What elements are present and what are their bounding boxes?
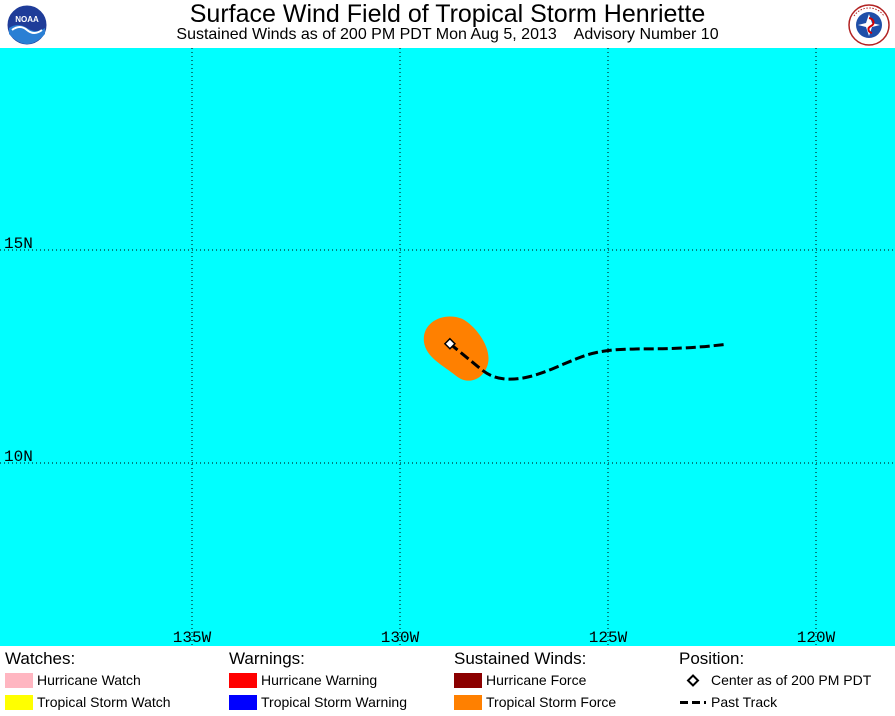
lon-label: 135W (173, 629, 212, 646)
tropical-storm-warning-swatch (229, 694, 257, 710)
legend-item-hurricane-force: Hurricane Force (454, 672, 586, 688)
lat-label: 10N (4, 448, 33, 466)
grid-labels: 135W 130W 125W 120W 15N 10N (4, 235, 836, 646)
legend-item-hurricane-watch: Hurricane Watch (5, 672, 141, 688)
lon-label: 125W (589, 629, 628, 646)
legend-item-tropical-storm-watch: Tropical Storm Watch (5, 694, 171, 710)
wind-field-map: 135W 130W 125W 120W 15N 10N (0, 48, 895, 646)
header: NOAA Surface Wind Field of Tropical Stor… (0, 0, 895, 48)
hurricane-force-swatch (454, 672, 482, 688)
page-title: Surface Wind Field of Tropical Storm Hen… (189, 0, 706, 28)
dashed-line-icon (680, 700, 706, 704)
lat-label: 15N (4, 235, 33, 253)
diamond-icon (686, 673, 700, 687)
hurricane-warning-swatch (229, 672, 257, 688)
noaa-logo-icon: NOAA (6, 4, 48, 46)
map-area: 135W 130W 125W 120W 15N 10N (0, 48, 895, 646)
legend-heading-winds: Sustained Winds: (454, 649, 587, 668)
lon-label: 120W (797, 629, 836, 646)
legend-item-past-track: Past Track (679, 694, 777, 710)
legend-item-tropical-storm-force: Tropical Storm Force (454, 694, 616, 710)
hurricane-watch-swatch (5, 672, 33, 688)
center-diamond (443, 337, 456, 350)
legend: Watches: Hurricane Watch Tropical Storm … (0, 646, 895, 716)
legend-item-center: Center as of 200 PM PDT (679, 672, 871, 688)
past-track (448, 342, 725, 381)
nws-logo-icon (848, 4, 890, 46)
legend-heading-warnings: Warnings: (229, 649, 305, 668)
lon-label: 130W (381, 629, 420, 646)
storm-center-marker (443, 337, 456, 350)
legend-heading-watches: Watches: (5, 649, 76, 668)
legend-item-hurricane-warning: Hurricane Warning (229, 672, 377, 688)
page-subtitle: Sustained Winds as of 200 PM PDT Mon Aug… (176, 26, 719, 43)
past-track-line (448, 342, 725, 381)
svg-text:NOAA: NOAA (15, 15, 39, 24)
tropical-storm-force-swatch (454, 694, 482, 710)
tropical-storm-watch-swatch (5, 694, 33, 710)
legend-heading-position: Position: (679, 649, 745, 668)
legend-item-tropical-storm-warning: Tropical Storm Warning (229, 694, 407, 710)
